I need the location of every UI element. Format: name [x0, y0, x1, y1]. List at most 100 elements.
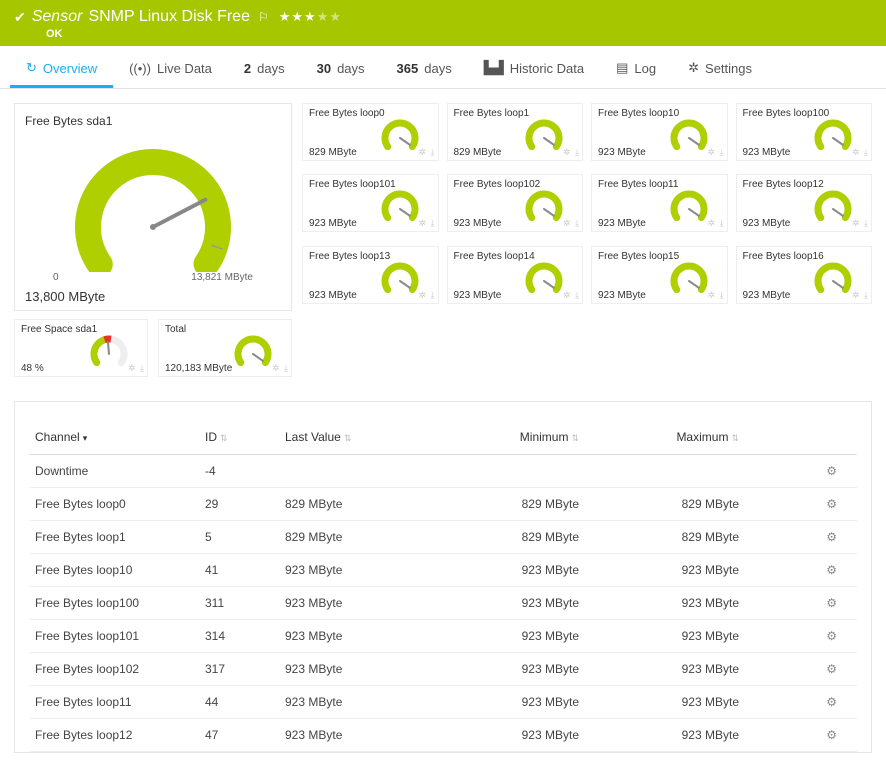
cell-minimum: 923 MByte [459, 554, 619, 587]
cell-channel: Free Bytes loop10 [29, 554, 199, 587]
gauge-actions-icon[interactable]: ✲ ⤓ [418, 218, 435, 229]
cell-channel: Free Bytes loop100 [29, 587, 199, 620]
tab-overview[interactable]: ↻Overview [10, 46, 113, 88]
gauge-actions-icon[interactable]: ✲ ⤓ [852, 218, 869, 229]
table-row[interactable]: Free Bytes loop102317923 MByte923 MByte9… [29, 653, 857, 686]
cell-id: 29 [199, 488, 279, 521]
table-row[interactable]: Free Bytes loop1247923 MByte923 MByte923… [29, 719, 857, 752]
secondary-gauge-card[interactable]: Free Space sda148 %✲ ⤓ [14, 319, 148, 377]
status-check-icon: ✔ [14, 9, 26, 26]
channel-table-panel: Channel▾ ID⇅ Last Value⇅ Minimum⇅ Maximu… [14, 401, 872, 753]
row-settings-icon[interactable]: ⚙ [826, 497, 837, 511]
tab-label: days [424, 61, 451, 76]
priority-stars[interactable]: ★★★★★ [279, 9, 342, 25]
tab-d365[interactable]: 365 days [381, 47, 468, 88]
row-settings-icon[interactable]: ⚙ [826, 530, 837, 544]
gauge-actions-icon[interactable]: ✲ ⤓ [563, 147, 580, 158]
small-gauge-card[interactable]: Free Bytes loop100923 MByte✲ ⤓ [736, 103, 873, 161]
col-last-value[interactable]: Last Value⇅ [279, 420, 459, 455]
gauge-scale-min: 0 [53, 272, 59, 283]
table-row[interactable]: Free Bytes loop15829 MByte829 MByte829 M… [29, 521, 857, 554]
col-id[interactable]: ID⇅ [199, 420, 279, 455]
secondary-gauges-row: Free Space sda148 %✲ ⤓Total120,183 MByte… [14, 319, 872, 377]
small-gauge-card[interactable]: Free Bytes loop1829 MByte✲ ⤓ [447, 103, 584, 161]
tab-settings[interactable]: ✲Settings [672, 46, 768, 88]
cell-last-value [279, 455, 459, 488]
channel-table: Channel▾ ID⇅ Last Value⇅ Minimum⇅ Maximu… [29, 420, 857, 752]
tab-live[interactable]: ((•)) Live Data [113, 47, 228, 88]
secondary-gauge-card[interactable]: Total120,183 MByte✲ ⤓ [158, 319, 292, 377]
header-prefix: Sensor [32, 8, 83, 26]
row-settings-icon[interactable]: ⚙ [826, 629, 837, 643]
table-row[interactable]: Downtime-4⚙ [29, 455, 857, 488]
gauge-actions-icon[interactable]: ✲ ⤓ [418, 290, 435, 301]
col-minimum[interactable]: Minimum⇅ [459, 420, 619, 455]
small-gauge-card[interactable]: Free Bytes loop11923 MByte✲ ⤓ [591, 174, 728, 232]
cell-channel: Free Bytes loop12 [29, 719, 199, 752]
small-gauge-card[interactable]: Free Bytes loop12923 MByte✲ ⤓ [736, 174, 873, 232]
sensor-header: ✔ Sensor SNMP Linux Disk Free ⚐ ★★★★★ OK [0, 0, 886, 46]
tab-d30[interactable]: 30days [301, 47, 381, 88]
primary-gauge-value: 13,800 MByte [25, 289, 281, 304]
cell-maximum: 829 MByte [619, 521, 779, 554]
cell-minimum: 923 MByte [459, 686, 619, 719]
gauge-actions-icon[interactable]: ✲ ⤓ [707, 290, 724, 301]
tab-num: 365 [397, 61, 419, 76]
cell-last-value: 829 MByte [279, 521, 459, 554]
cell-maximum: 829 MByte [619, 488, 779, 521]
small-gauge-card[interactable]: Free Bytes loop13923 MByte✲ ⤓ [302, 246, 439, 304]
col-channel[interactable]: Channel▾ [29, 420, 199, 455]
gauge-actions-icon[interactable]: ✲ ⤓ [272, 363, 289, 374]
tab-label: Live Data [157, 61, 212, 76]
table-row[interactable]: Free Bytes loop100311923 MByte923 MByte9… [29, 587, 857, 620]
row-settings-icon[interactable]: ⚙ [826, 662, 837, 676]
gauge-actions-icon[interactable]: ✲ ⤓ [852, 147, 869, 158]
gauge-actions-icon[interactable]: ✲ ⤓ [563, 218, 580, 229]
col-maximum[interactable]: Maximum⇅ [619, 420, 779, 455]
cell-id: 317 [199, 653, 279, 686]
tab-d2[interactable]: 2days [228, 47, 301, 88]
cell-maximum: 923 MByte [619, 554, 779, 587]
gauge-actions-icon[interactable]: ✲ ⤓ [563, 290, 580, 301]
gauge-actions-icon[interactable]: ✲ ⤓ [852, 290, 869, 301]
small-gauge-card[interactable]: Free Bytes loop0829 MByte✲ ⤓ [302, 103, 439, 161]
table-row[interactable]: Free Bytes loop1041923 MByte923 MByte923… [29, 554, 857, 587]
tab-log[interactable]: ▤Log [600, 46, 672, 88]
cell-minimum: 829 MByte [459, 521, 619, 554]
table-row[interactable]: Free Bytes loop101314923 MByte923 MByte9… [29, 620, 857, 653]
small-gauge-card[interactable]: Free Bytes loop10923 MByte✲ ⤓ [591, 103, 728, 161]
primary-gauge-card[interactable]: Free Bytes sda1 0 13,821 MByte 13,800 MB… [14, 103, 292, 311]
header-title: SNMP Linux Disk Free [88, 8, 250, 26]
row-settings-icon[interactable]: ⚙ [826, 695, 837, 709]
small-gauge-card[interactable]: Free Bytes loop101923 MByte✲ ⤓ [302, 174, 439, 232]
table-row[interactable]: Free Bytes loop029829 MByte829 MByte829 … [29, 488, 857, 521]
small-gauge-card[interactable]: Free Bytes loop16923 MByte✲ ⤓ [736, 246, 873, 304]
tab-bar: ↻Overview ((•)) Live Data 2days30days 365 day… [0, 46, 886, 89]
row-settings-icon[interactable]: ⚙ [826, 464, 837, 478]
gauge-actions-icon[interactable]: ✲ ⤓ [707, 218, 724, 229]
cell-id: 314 [199, 620, 279, 653]
gauge-actions-icon[interactable]: ✲ ⤓ [128, 363, 145, 374]
table-row[interactable]: Free Bytes loop1144923 MByte923 MByte923… [29, 686, 857, 719]
small-gauge-card[interactable]: Free Bytes loop102923 MByte✲ ⤓ [447, 174, 584, 232]
row-settings-icon[interactable]: ⚙ [826, 596, 837, 610]
tab-historic[interactable]: ▙▟Historic Data [468, 46, 600, 88]
row-settings-icon[interactable]: ⚙ [826, 728, 837, 742]
cell-maximum: 923 MByte [619, 719, 779, 752]
cell-channel: Free Bytes loop0 [29, 488, 199, 521]
cell-maximum: 923 MByte [619, 587, 779, 620]
cell-minimum: 923 MByte [459, 587, 619, 620]
small-gauge-card[interactable]: Free Bytes loop15923 MByte✲ ⤓ [591, 246, 728, 304]
cell-channel: Free Bytes loop101 [29, 620, 199, 653]
row-settings-icon[interactable]: ⚙ [826, 563, 837, 577]
signal-icon: ((•)) [129, 61, 151, 76]
col-actions [779, 420, 857, 455]
small-gauges-grid: Free Bytes loop0829 MByte✲ ⤓Free Bytes l… [302, 103, 872, 311]
cell-channel: Free Bytes loop1 [29, 521, 199, 554]
flag-icon[interactable]: ⚐ [258, 10, 269, 24]
cell-maximum [619, 455, 779, 488]
gauge-actions-icon[interactable]: ✲ ⤓ [418, 147, 435, 158]
cell-id: 41 [199, 554, 279, 587]
gauge-actions-icon[interactable]: ✲ ⤓ [707, 147, 724, 158]
small-gauge-card[interactable]: Free Bytes loop14923 MByte✲ ⤓ [447, 246, 584, 304]
